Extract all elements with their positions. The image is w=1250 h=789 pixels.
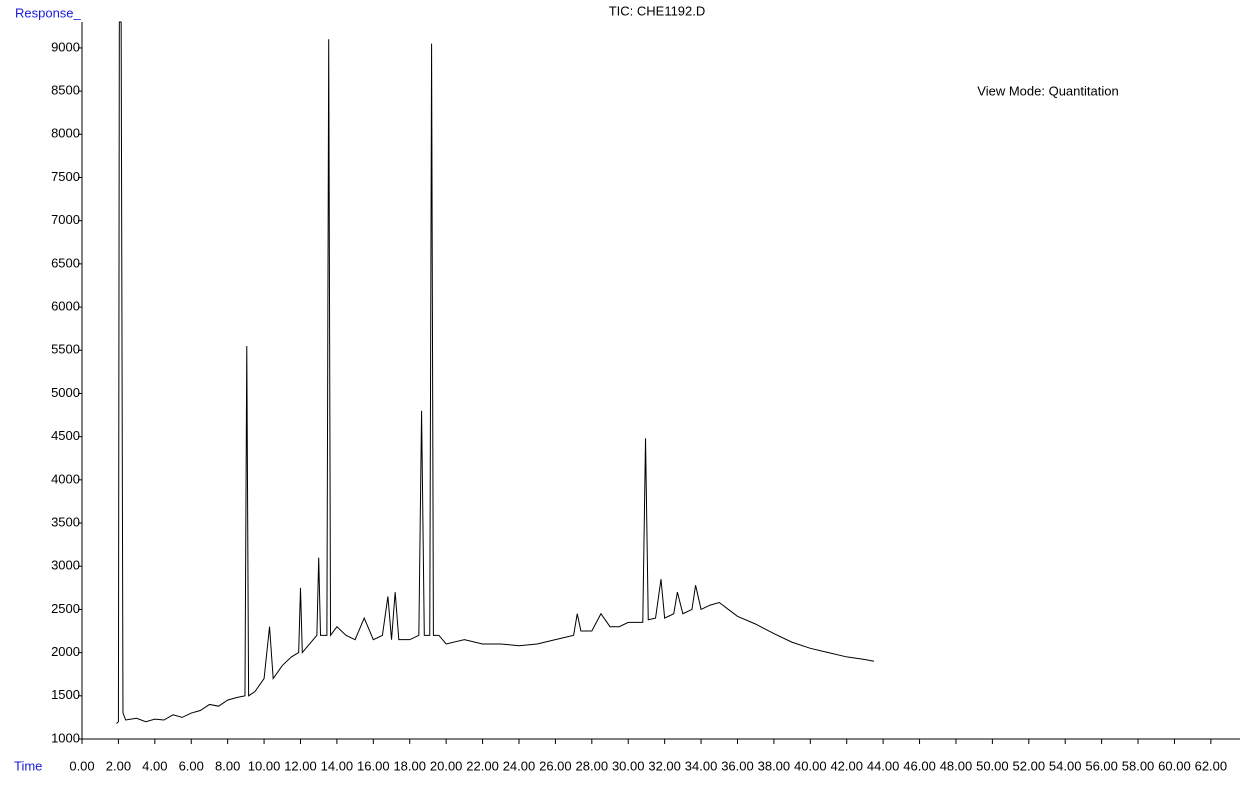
x-axis-label: Time	[14, 758, 42, 773]
y-tick-label: 3000	[51, 558, 80, 573]
x-tick-label: 24.00	[503, 758, 536, 773]
x-tick-label: 18.00	[393, 758, 426, 773]
y-tick-label: 2500	[51, 601, 80, 616]
x-tick-label: 34.00	[685, 758, 718, 773]
y-tick-label: 8000	[51, 126, 80, 141]
x-tick-label: 56.00	[1085, 758, 1118, 773]
y-tick-label: 6000	[51, 299, 80, 314]
x-tick-label: 54.00	[1049, 758, 1082, 773]
y-tick-label: 9000	[51, 39, 80, 54]
x-tick-label: 6.00	[179, 758, 204, 773]
x-tick-label: 42.00	[830, 758, 863, 773]
x-tick-label: 50.00	[976, 758, 1009, 773]
x-tick-label: 32.00	[648, 758, 681, 773]
x-tick-label: 16.00	[357, 758, 390, 773]
x-tick-label: 58.00	[1122, 758, 1155, 773]
x-tick-label: 2.00	[106, 758, 131, 773]
x-tick-label: 30.00	[612, 758, 645, 773]
y-tick-label: 4000	[51, 471, 80, 486]
y-tick-label: 5500	[51, 342, 80, 357]
x-tick-label: 28.00	[576, 758, 609, 773]
x-tick-label: 4.00	[142, 758, 167, 773]
x-tick-label: 44.00	[867, 758, 900, 773]
x-tick-label: 62.00	[1195, 758, 1228, 773]
y-tick-label: 3500	[51, 514, 80, 529]
x-tick-label: 40.00	[794, 758, 827, 773]
y-tick-label: 1500	[51, 687, 80, 702]
y-tick-label: 4500	[51, 428, 80, 443]
x-tick-label: 0.00	[69, 758, 94, 773]
y-tick-label: 5000	[51, 385, 80, 400]
x-tick-label: 36.00	[721, 758, 754, 773]
annotation: View Mode: Quantitation	[977, 83, 1118, 98]
chart-title: TIC: CHE1192.D	[609, 3, 706, 18]
y-tick-label: 2000	[51, 644, 80, 659]
x-tick-label: 20.00	[430, 758, 463, 773]
y-tick-label: 6500	[51, 255, 80, 270]
y-tick-label: 7500	[51, 169, 80, 184]
trace	[116, 21, 875, 724]
x-tick-label: 14.00	[321, 758, 354, 773]
x-tick-label: 22.00	[466, 758, 499, 773]
x-tick-label: 8.00	[215, 758, 240, 773]
x-tick-label: 10.00	[248, 758, 281, 773]
y-tick-label: 7000	[51, 212, 80, 227]
y-tick-label: 8500	[51, 83, 80, 98]
x-tick-label: 26.00	[539, 758, 572, 773]
x-tick-label: 48.00	[940, 758, 973, 773]
x-tick-label: 46.00	[903, 758, 936, 773]
y-tick-label: 1000	[51, 730, 80, 745]
x-tick-label: 38.00	[758, 758, 791, 773]
y-axis-label: Response_	[15, 5, 82, 20]
x-tick-label: 12.00	[284, 758, 317, 773]
x-tick-label: 60.00	[1158, 758, 1191, 773]
x-tick-label: 52.00	[1013, 758, 1046, 773]
